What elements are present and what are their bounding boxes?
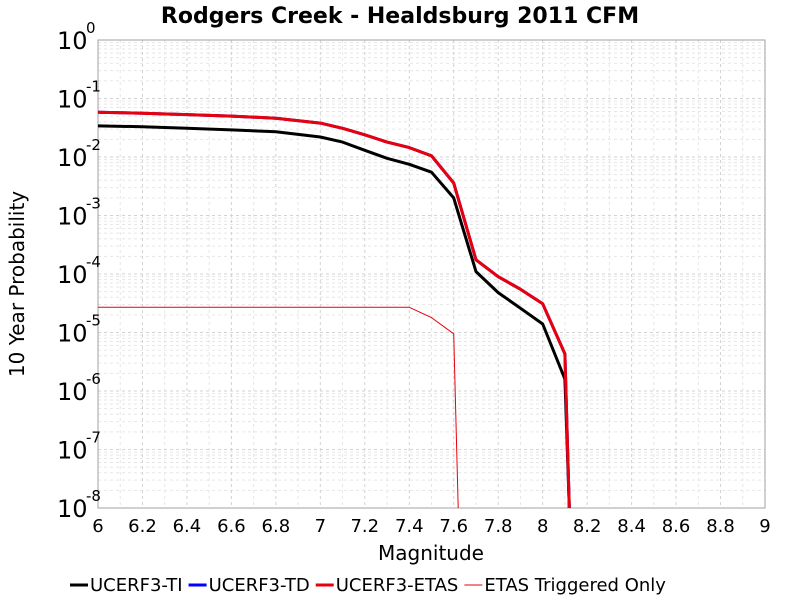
x-tick-label: 7.8 xyxy=(484,516,513,537)
x-tick-label: 7.2 xyxy=(350,516,379,537)
y-tick-base: 10 xyxy=(57,261,88,289)
x-tick-label: 7.4 xyxy=(395,516,424,537)
series-line-ucerf3-ti xyxy=(97,124,571,509)
x-tick-label: 7.6 xyxy=(439,516,468,537)
y-tick-label: 100 xyxy=(57,19,96,55)
grid xyxy=(97,39,766,509)
legend-entry: UCERF3-TI xyxy=(90,575,183,596)
x-tick-label: 7 xyxy=(315,516,326,537)
series-line-ucerf3-etas xyxy=(97,110,571,509)
chart-title: Rodgers Creek - Healdsburg 2011 CFM xyxy=(161,4,639,29)
y-tick-exponent: 0 xyxy=(86,19,96,37)
x-tick-label: 6.4 xyxy=(173,516,202,537)
y-tick-base: 10 xyxy=(57,86,88,114)
plot-area xyxy=(97,39,766,509)
x-axis-label: Magnitude xyxy=(378,541,484,565)
y-tick-exponent: -3 xyxy=(86,195,101,213)
x-tick-label: 8.2 xyxy=(573,516,602,537)
y-tick-label: 10-2 xyxy=(57,136,101,172)
series-layer xyxy=(97,110,571,509)
y-tick-label: 10-3 xyxy=(57,195,101,231)
x-tick-label: 8.4 xyxy=(617,516,646,537)
y-tick-exponent: -8 xyxy=(86,487,101,505)
y-tick-base: 10 xyxy=(57,495,88,523)
y-tick-exponent: -1 xyxy=(86,78,101,96)
y-tick-label: 10-8 xyxy=(57,487,101,523)
y-tick-exponent: -5 xyxy=(86,312,101,330)
x-tick-label: 6 xyxy=(92,516,103,537)
legend-entry: UCERF3-ETAS xyxy=(336,575,459,596)
x-tick-label: 6.2 xyxy=(128,516,157,537)
y-tick-label: 10-5 xyxy=(57,312,101,348)
y-tick-base: 10 xyxy=(57,144,88,172)
x-tick-label: 9 xyxy=(759,516,770,537)
legend-entry: ETAS Triggered Only xyxy=(484,575,666,596)
y-tick-label: 10-4 xyxy=(57,253,101,289)
y-tick-exponent: -6 xyxy=(86,370,101,388)
y-axis-label: 10 Year Probability xyxy=(5,191,29,377)
y-tick-label: 10-7 xyxy=(57,429,101,465)
y-tick-label: 10-6 xyxy=(57,370,101,406)
y-tick-exponent: -4 xyxy=(86,253,101,271)
legend: UCERF3-TI UCERF3-TD UCERF3-ETAS ETAS Trigge… xyxy=(70,575,666,596)
x-tick-label: 8 xyxy=(537,516,548,537)
y-tick-exponent: -2 xyxy=(86,136,101,154)
y-tick-base: 10 xyxy=(57,203,88,231)
x-tick-label: 8.8 xyxy=(706,516,735,537)
y-tick-base: 10 xyxy=(57,27,88,55)
x-tick-label: 6.6 xyxy=(217,516,246,537)
legend-entry: UCERF3-TD xyxy=(209,575,310,596)
y-tick-base: 10 xyxy=(57,378,88,406)
x-axis: 6 6.2 6.4 6.6 6.8 7 7.2 7.4 7.6 7.8 8 8.2 8.4 8.6 8.8 9 xyxy=(92,516,770,537)
y-tick-base: 10 xyxy=(57,437,88,465)
x-tick-label: 6.8 xyxy=(262,516,291,537)
y-tick-base: 10 xyxy=(57,320,88,348)
y-tick-exponent: -7 xyxy=(86,429,101,447)
y-tick-label: 10-1 xyxy=(57,78,101,114)
series-line-etas-triggered-only xyxy=(98,306,459,509)
x-tick-label: 8.6 xyxy=(662,516,691,537)
